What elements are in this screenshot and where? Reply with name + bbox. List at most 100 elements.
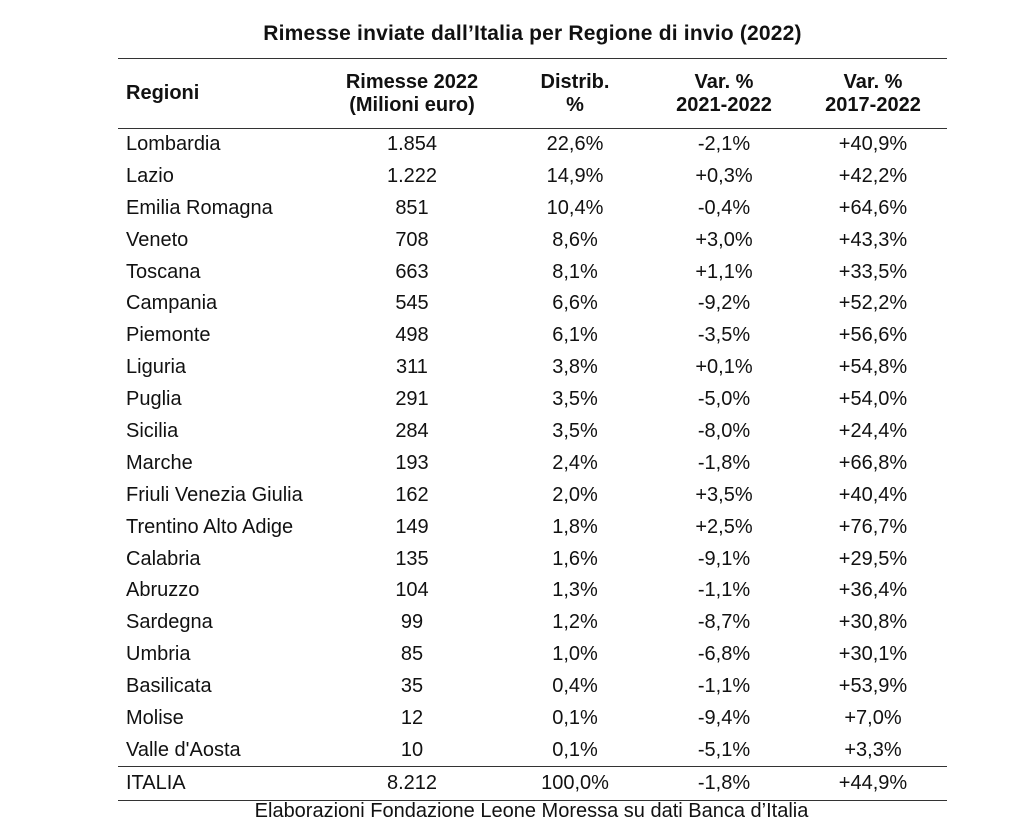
table-row: Liguria 311 3,8% +0,1% +54,8% (118, 352, 947, 384)
column-header-line: (Milioni euro) (349, 93, 475, 116)
table-row: Valle d'Aosta 10 0,1% -5,1% +3,3% (118, 734, 947, 766)
table-cell: 1,2% (552, 611, 598, 634)
table-cell: +43,3% (838, 228, 908, 251)
table-cell: +24,4% (838, 419, 908, 442)
table-cell: -5,0% (697, 388, 751, 411)
table-row: Marche 193 2,4% -1,8% +66,8% (118, 447, 947, 479)
column-header: Rimesse 2022 (Milioni euro) (323, 59, 501, 129)
table-title: Rimesse inviate dall’Italia per Regione … (263, 22, 802, 45)
table-row: Trentino Alto Adige 149 1,8% +2,5% +76,7% (118, 511, 947, 543)
table-row: Basilicata 35 0,4% -1,1% +53,9% (118, 671, 947, 703)
table-row: Campania 545 6,6% -9,2% +52,2% (118, 288, 947, 320)
table-cell: ITALIA (126, 771, 186, 794)
table-row: Veneto 708 8,6% +3,0% +43,3% (118, 224, 947, 256)
table-cell: +33,5% (838, 260, 908, 283)
table-cell: +40,9% (838, 133, 908, 156)
table-cell: 12 (400, 706, 424, 729)
table-cell: 708 (395, 228, 429, 251)
table-cell: 663 (395, 260, 429, 283)
column-header-line: Regioni (126, 82, 200, 104)
table-cell: +1,1% (695, 260, 753, 283)
table-cell: +64,6% (838, 196, 908, 219)
table-cell: 311 (396, 356, 428, 379)
table-cell: +30,1% (838, 643, 908, 666)
column-header-line: Distrib. (540, 70, 610, 93)
table-cell: +44,9% (838, 771, 908, 794)
table-cell: Umbria (126, 643, 191, 666)
table-cell: Molise (126, 706, 184, 729)
table-cell: +29,5% (838, 547, 908, 570)
table-cell: 8,6% (552, 228, 598, 251)
column-header: Regioni (118, 59, 323, 129)
table-cell: +42,2% (838, 164, 908, 187)
table-cell: -6,8% (697, 643, 751, 666)
table-cell: 3,5% (552, 388, 598, 411)
table-cell: -1,1% (697, 579, 751, 602)
table-cell: 10,4% (546, 196, 604, 219)
table-cell: 99 (400, 611, 424, 634)
table-cell: 1.854 (386, 133, 438, 156)
table-cell: Toscana (126, 260, 201, 283)
table-row: Puglia 291 3,5% -5,0% +54,0% (118, 384, 947, 416)
table-cell: Marche (126, 451, 193, 474)
table-row: Abruzzo 104 1,3% -1,1% +36,4% (118, 575, 947, 607)
table-cell: +7,0% (844, 706, 902, 729)
table-cell: Piemonte (126, 324, 211, 347)
table-cell: 0,1% (552, 706, 598, 729)
table-cell: -3,5% (697, 324, 751, 347)
table-cell: +2,5% (695, 515, 753, 538)
table-cell: +52,2% (838, 292, 908, 315)
column-header-line: 2021-2022 (676, 93, 772, 116)
table-row: Calabria 135 1,6% -9,1% +29,5% (118, 543, 947, 575)
column-header: Distrib. % (501, 59, 649, 129)
table-cell: 3,5% (552, 419, 598, 442)
column-header: Var. % 2017-2022 (799, 59, 947, 129)
table-cell: 284 (395, 419, 429, 442)
table-row: Sardegna 99 1,2% -8,7% +30,8% (118, 607, 947, 639)
table-cell: +54,8% (838, 356, 908, 379)
table-cell: 2,0% (552, 483, 598, 506)
table-cell: +76,7% (838, 515, 908, 538)
table-cell: Lombardia (126, 133, 221, 156)
table-row: Lazio 1.222 14,9% +0,3% +42,2% (118, 160, 947, 192)
table-cell: Trentino Alto Adige (126, 515, 294, 538)
table-cell: +0,3% (695, 164, 753, 187)
table-cell: 104 (395, 579, 429, 602)
table-cell: Calabria (126, 547, 201, 570)
table-cell: +66,8% (838, 451, 908, 474)
table-cell: -5,1% (697, 738, 751, 761)
table-cell: +40,4% (838, 483, 908, 506)
table-cell: 10 (400, 738, 424, 761)
table-cell: Veneto (126, 228, 189, 251)
table-cell: Emilia Romagna (126, 196, 273, 219)
table-cell: +30,8% (838, 611, 908, 634)
table-cell: 1,8% (552, 515, 598, 538)
header-row: Regioni Rimesse 2022 (Milioni euro) Dist… (118, 59, 947, 129)
table-cell: 193 (395, 451, 429, 474)
table-cell: 0,1% (552, 738, 598, 761)
table-cell: 35 (400, 675, 424, 698)
column-header-line: Var. % (843, 70, 903, 93)
table-cell: 8,1% (552, 260, 598, 283)
table-cell: 6,1% (552, 324, 598, 347)
table-cell: 498 (395, 324, 429, 347)
column-header-line: Rimesse 2022 (345, 70, 479, 93)
table-cell: 1,0% (552, 643, 598, 666)
table-cell: Sardegna (126, 611, 213, 634)
table-cell: 22,6% (546, 133, 604, 156)
table-cell: +0,1% (695, 356, 753, 379)
table-cell: Liguria (126, 356, 187, 379)
table-cell: 14,9% (546, 164, 604, 187)
table-cell: 100,0% (541, 771, 609, 794)
table-cell: Basilicata (126, 675, 212, 698)
table-cell: 162 (395, 483, 429, 506)
table-cell: -9,4% (697, 706, 751, 729)
remittances-table: Regioni Rimesse 2022 (Milioni euro) Dist… (118, 58, 947, 801)
table-cell: 851 (395, 196, 429, 219)
table-cell: -1,1% (697, 675, 751, 698)
table-cell: Valle d'Aosta (126, 738, 241, 761)
table-cell: -1,8% (697, 451, 751, 474)
table-cell: -8,7% (697, 611, 751, 634)
table-cell: 135 (395, 547, 429, 570)
table-cell: -2,1% (697, 133, 751, 156)
